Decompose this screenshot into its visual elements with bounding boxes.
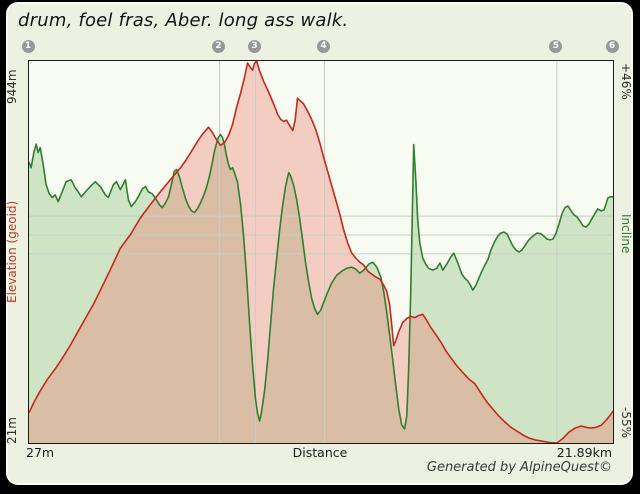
- plot-area[interactable]: [28, 60, 614, 444]
- page-title: drum, foel fras, Aber. long ass walk.: [18, 10, 349, 31]
- incline-max-label: +46%: [619, 63, 633, 100]
- generator-credit: Generated by AlpineQuest©: [426, 460, 612, 475]
- incline-min-label: -55%: [619, 407, 633, 439]
- route-marker-4: 4: [316, 40, 330, 53]
- elevation-incline-chart: [29, 61, 613, 443]
- incline-area: [29, 134, 613, 443]
- incline-line: [29, 133, 613, 430]
- distance-axis-title: Distance: [292, 445, 348, 460]
- route-marker-6: 6: [605, 40, 619, 53]
- elevation-area: [29, 61, 613, 443]
- elevation-max-label: 944m: [5, 69, 19, 104]
- elevation-axis-title: Elevation (geoid): [5, 200, 19, 303]
- distance-end-label: 21.89km: [556, 445, 612, 460]
- elevation-line: [29, 61, 613, 443]
- elevation-min-label: 21m: [5, 417, 19, 444]
- route-marker-2: 2: [211, 40, 225, 53]
- route-marker-3: 3: [248, 40, 262, 53]
- distance-start-label: 27m: [26, 445, 55, 460]
- route-marker-1: 1: [21, 40, 35, 53]
- route-marker-5: 5: [549, 40, 563, 53]
- incline-axis-title: Incline: [619, 214, 633, 254]
